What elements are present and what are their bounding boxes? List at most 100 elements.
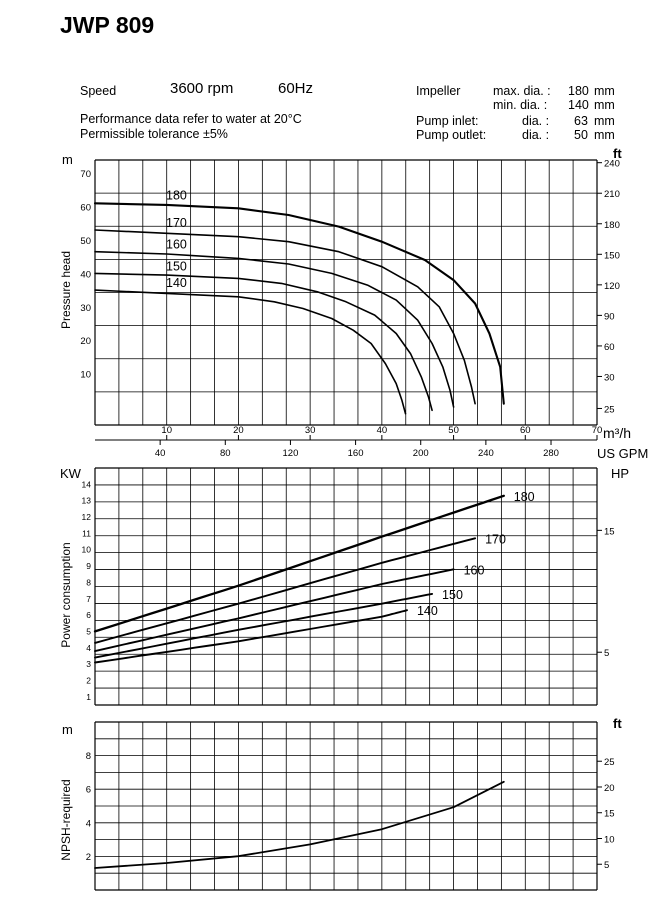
head-curve-label-160: 160 [166,238,187,252]
head-curve-label-170: 170 [166,216,187,230]
power-right-tick: 25 [604,404,615,415]
impeller-max-unit: mm [594,84,615,98]
power-y-tick: 9 [86,561,91,571]
pump-inlet-dia: dia. : [522,114,550,128]
head-right-tick: 210 [604,189,620,200]
pump-outlet-value: 50 [574,128,588,142]
head-curve-label-140: 140 [166,276,187,290]
power-y-tick: 4 [86,643,91,653]
power-curve-label-160: 160 [464,563,485,577]
power-y-tick: 14 [82,479,92,489]
head-right-tick: 180 [604,220,620,231]
head-curve-140 [94,289,407,415]
head-y-tick: 70 [80,169,91,180]
flow-unit-label: m³/h [603,425,631,441]
gpm-tick-label: 40 [155,448,166,459]
power-y-tick: 10 [82,545,92,555]
head-right-tick: 60 [604,342,615,353]
npsh-y-tick: 6 [86,785,91,796]
speed-hz: 60Hz [278,80,314,97]
head-right-unit: ft [613,146,622,161]
water-note: Performance data refer to water at 20°C [80,112,302,126]
head-curve-170 [94,229,476,405]
head-y-tick: 60 [80,203,91,214]
impeller-max-label: max. dia. : [493,84,551,98]
head-y-tick: 30 [80,303,91,314]
power-curve-label-140: 140 [417,604,438,618]
head-y-tick: 10 [80,370,91,381]
gpm-unit-label: US GPM [597,446,648,461]
power-right-tick: 5 [604,648,609,659]
power-curve-label-150: 150 [442,588,463,602]
head-curve-150 [94,272,433,412]
head-curve-180 [93,202,505,405]
head-right-tick: 240 [604,159,620,170]
head-y-tick: 50 [80,236,91,247]
flow-tick-label: 70 [592,425,603,436]
impeller-max-value: 180 [568,84,589,98]
power-y-tick: 11 [82,528,91,538]
power-right-unit: HP [611,466,629,481]
head-curve-160 [94,250,455,408]
power-y-tick: 3 [86,659,91,669]
power-y-tick: 1 [86,692,91,702]
pump-outlet-unit: mm [594,128,615,142]
page-title: JWP 809 [60,12,155,38]
impeller-label: Impeller [416,84,461,98]
power-right-tick: 15 [604,526,615,537]
head-y-tick: 20 [80,336,91,347]
head-curve-label-150: 150 [166,259,187,273]
npsh-right-tick: 10 [604,834,615,845]
tolerance-note: Permissible tolerance ±5% [80,127,228,141]
flow-tick-label: 10 [161,425,172,436]
gpm-tick-label: 240 [478,448,494,459]
npsh-y-label: NPSH-required [59,779,73,860]
power-y-tick: 12 [82,512,92,522]
power-curve-label-180: 180 [514,490,535,504]
gpm-tick-label: 120 [283,448,299,459]
speed-rpm: 3600 rpm [170,80,234,97]
impeller-min-unit: mm [594,98,615,112]
npsh-right-tick: 5 [604,860,609,871]
npsh-y-tick: 4 [86,818,91,829]
power-y-tick: 2 [86,675,91,685]
head-right-tick: 150 [604,250,620,261]
head-right-tick: 120 [604,281,620,292]
pump-inlet-value: 63 [574,114,588,128]
power-curve-160 [94,568,455,653]
npsh-right-unit: ft [613,716,622,731]
impeller-min-label: min. dia. : [493,98,548,112]
power-curve-140 [94,609,408,664]
power-y-tick: 13 [82,496,92,506]
power-y-label: Power consumption [59,542,73,647]
head-curve-label-180: 180 [166,188,187,202]
npsh-right-tick: 25 [604,757,615,768]
npsh-y-tick: 8 [86,751,91,762]
pump-inlet-unit: mm [594,114,615,128]
gpm-tick-label: 200 [413,448,429,459]
power-y-tick: 5 [86,626,91,636]
gpm-tick-label: 280 [543,448,559,459]
power-curve-label-170: 170 [485,532,506,546]
npsh-left-unit: m [62,722,73,737]
flow-tick-label: 30 [305,425,316,436]
head-right-tick: 90 [604,311,615,322]
npsh-y-tick: 2 [86,852,91,863]
power-curve-170 [94,537,477,644]
head-right-tick: 30 [604,372,615,383]
impeller-min-value: 140 [568,98,589,112]
power-left-unit: KW [60,466,82,481]
npsh-right-tick: 20 [604,783,615,794]
pump-inlet-label: Pump inlet: [416,114,479,128]
gpm-tick-label: 80 [220,448,231,459]
power-curve-180 [93,494,505,633]
gpm-tick-label: 160 [348,448,364,459]
power-y-tick: 8 [86,577,91,587]
flow-tick-label: 40 [377,425,388,436]
head-y-tick: 40 [80,269,91,280]
power-y-tick: 6 [86,610,91,620]
flow-tick-label: 50 [448,425,459,436]
power-y-tick: 7 [86,594,91,604]
npsh-curve [94,780,505,869]
